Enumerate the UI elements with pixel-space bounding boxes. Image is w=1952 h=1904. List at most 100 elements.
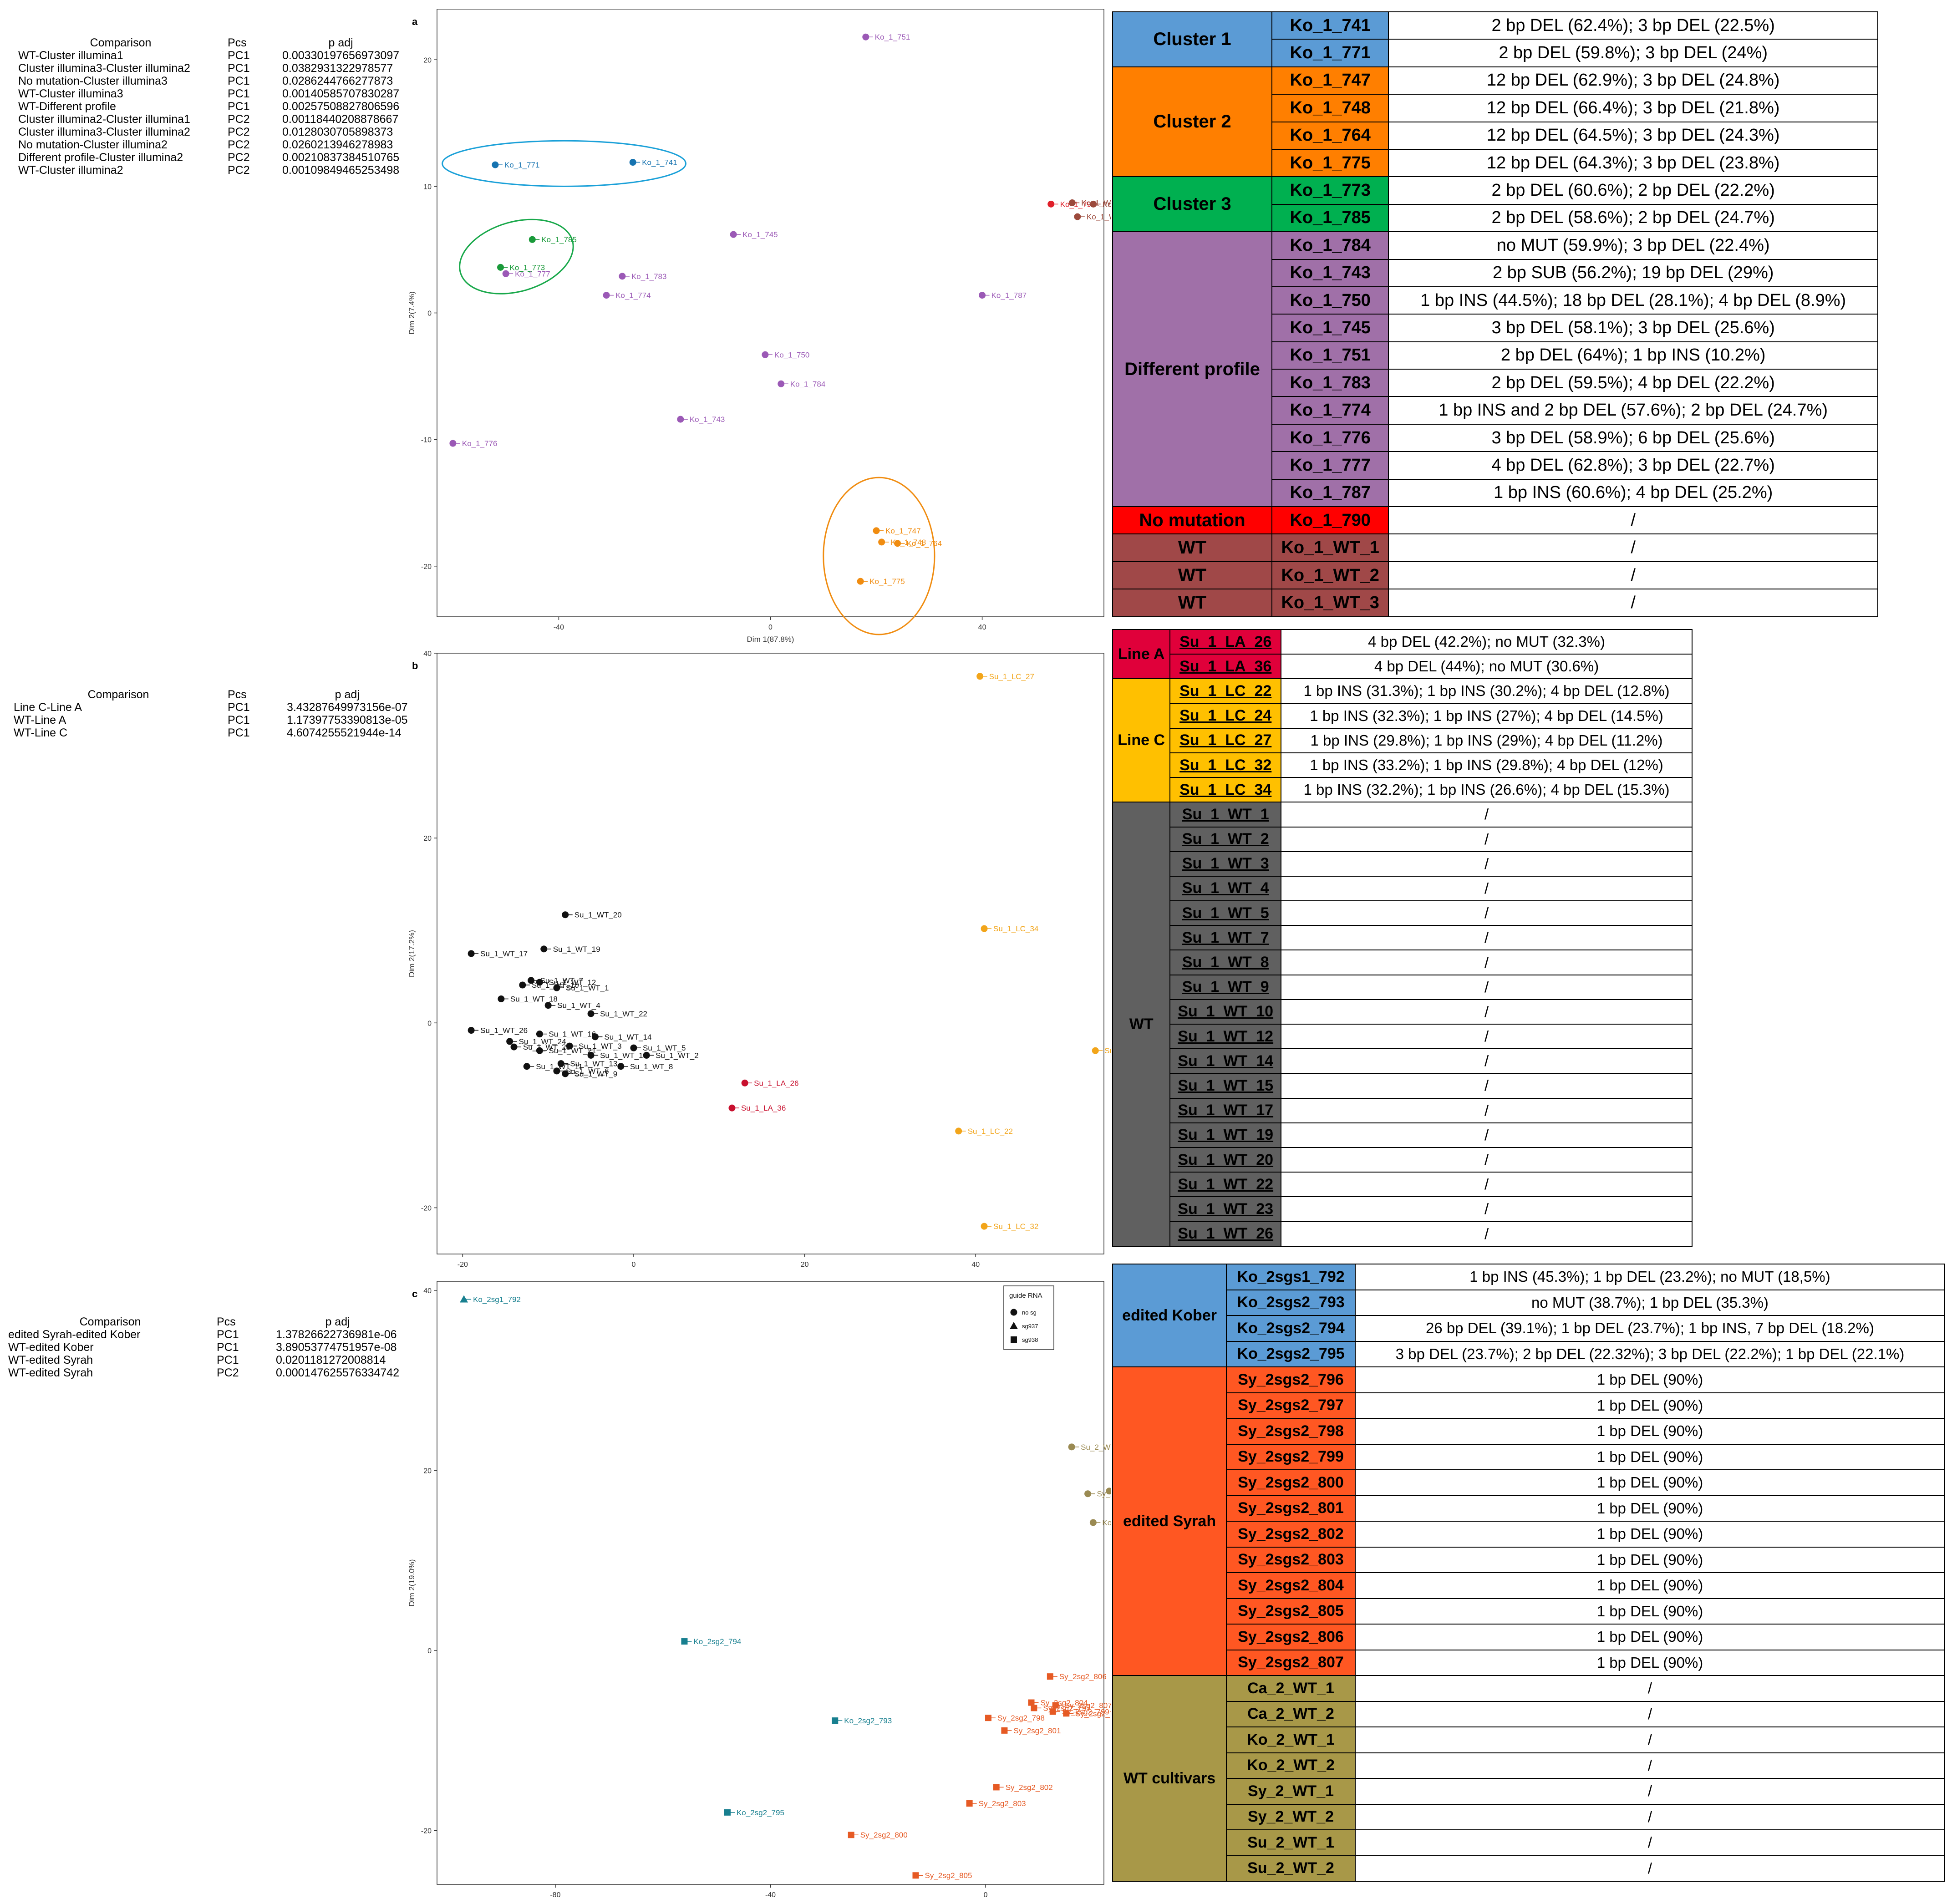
point-label: Su_1_WT_9 xyxy=(574,1070,618,1078)
sample-id: Su_1_WT_1 xyxy=(1169,802,1282,828)
x-tick-label: 0 xyxy=(632,1261,636,1269)
legend-label: sg938 xyxy=(1022,1336,1038,1343)
mutation-profile: 1 bp DEL (90%) xyxy=(1354,1649,1946,1676)
genotype-row: Ko_1_777 4 bp DEL (62.8%); 3 bp DEL (22.7… xyxy=(1113,451,1878,480)
stats-row: WT-Cluster illumina3 PC1 0.001405857078302… xyxy=(18,87,404,100)
genotype-table-c: edited Kober Ko_2sgs1_792 1 bp INS (45.3%)… xyxy=(1112,1264,1946,1882)
data-point xyxy=(1052,1702,1059,1709)
genotype-row: Su_1_WT_10/ xyxy=(1113,999,1693,1025)
point-label: Su_1_LC_22 xyxy=(968,1127,1013,1136)
point-label: Sy_2sg2_807 xyxy=(1065,1701,1111,1710)
legend-label: no sg xyxy=(1022,1309,1037,1316)
stats-row: WT-edited Kober PC1 3.89053774751957e-08 xyxy=(8,1341,404,1354)
sample-id: Ko_1_750 xyxy=(1271,286,1389,315)
mutation-profile: 3 bp DEL (58.9%); 6 bp DEL (25.6%) xyxy=(1388,423,1878,452)
stats-pcs: PC2 xyxy=(228,164,250,177)
group-label: Cluster 3 xyxy=(1112,176,1273,233)
cluster-ellipse xyxy=(459,218,574,294)
stats-comparison: WT-Cluster illumina3 xyxy=(18,87,123,100)
stats-padj: 0.0382931322978577 xyxy=(282,62,393,75)
genotype-row: Su_1_WT_15/ xyxy=(1113,1073,1693,1099)
stats-padj: 0.00257508827806596 xyxy=(282,100,400,113)
sample-id: Su_1_WT_19 xyxy=(1169,1122,1282,1148)
stats-row: WT-Cluster illumina2 PC2 0.001098494652534… xyxy=(18,164,404,177)
sample-id: Su_1_WT_3 xyxy=(1169,851,1282,877)
mutation-profile: 12 bp DEL (62.9%); 3 bp DEL (24.8%) xyxy=(1388,66,1878,95)
mutation-profile: no MUT (59.9%); 3 bp DEL (22.4%) xyxy=(1388,231,1878,260)
stats-padj: 0.000147625576334742 xyxy=(276,1366,400,1379)
mutation-profile: 2 bp DEL (60.6%); 2 bp DEL (22.2%) xyxy=(1388,176,1878,205)
sample-id: Ko_2_WT_2 xyxy=(1226,1752,1356,1779)
stats-comparison: edited Syrah-edited Kober xyxy=(8,1328,141,1341)
sample-id: Ko_2sgs2_794 xyxy=(1226,1315,1356,1342)
legend: guide RNA no sg sg937 sg938 xyxy=(1003,1285,1054,1350)
point-label: Ko_1_745 xyxy=(742,230,778,239)
mutation-profile: / xyxy=(1281,851,1693,877)
sample-id: Sy_2sgs2_799 xyxy=(1226,1443,1356,1470)
sample-id: Ko_1_WT_2 xyxy=(1271,561,1389,590)
data-point xyxy=(519,981,526,989)
data-point xyxy=(553,984,560,991)
point-label: Su_1_WT_7 xyxy=(540,976,584,985)
data-point xyxy=(1068,1443,1075,1451)
mutation-profile: 3 bp DEL (58.1%); 3 bp DEL (25.6%) xyxy=(1388,314,1878,342)
genotype-row: Sy_2sgs2_798 1 bp DEL (90%) xyxy=(1113,1418,1946,1445)
data-point xyxy=(741,1079,748,1087)
panel-letter: a xyxy=(412,16,418,27)
panel-letter: b xyxy=(412,660,418,671)
point-label: Ko_1_787 xyxy=(991,291,1027,300)
point-label: Ko_1_750 xyxy=(774,350,810,359)
y-axis-label: Dim 2(19.0%) xyxy=(407,1559,416,1607)
data-point xyxy=(894,540,901,547)
point-label: Su_1_WT_25 xyxy=(523,1043,570,1051)
genotype-row: Su_1_WT_20/ xyxy=(1113,1147,1693,1173)
mutation-profile: / xyxy=(1281,1147,1693,1173)
mutation-profile: / xyxy=(1388,506,1878,535)
stats-pcs: PC2 xyxy=(228,138,250,151)
stats-padj: 0.0286244766277873 xyxy=(282,75,393,87)
point-label: Su_1_WT_2 xyxy=(656,1051,699,1060)
mutation-profile: / xyxy=(1354,1752,1946,1779)
sample-id: Ko_1_743 xyxy=(1271,259,1389,287)
point-label: Su_2_WT_2 xyxy=(1081,1443,1111,1452)
stats-comparison: Cluster illumina3-Cluster illumina2 xyxy=(18,126,190,138)
genotype-row: Line C Su_1_LC_22 1 bp INS (31.3%); 1 bp I… xyxy=(1112,678,1693,803)
y-tick-label: 20 xyxy=(423,56,432,64)
stats-padj: 0.00109849465253498 xyxy=(282,164,400,177)
data-point xyxy=(848,1832,854,1838)
mutation-profile: 3 bp DEL (23.7%); 2 bp DEL (22.32%); 3 b… xyxy=(1354,1340,1946,1367)
mutation-profile: 1 bp INS (44.5%); 18 bp DEL (28.1%); 4 b… xyxy=(1388,286,1878,315)
sample-id: Sy_2sgs2_807 xyxy=(1226,1649,1356,1676)
cluster-ellipse xyxy=(442,140,686,187)
genotype-row: Ko_1_775 12 bp DEL (64.3%); 3 bp DEL (23.… xyxy=(1113,148,1878,178)
y-tick-label: -20 xyxy=(421,1204,432,1212)
legend-label: sg937 xyxy=(1022,1323,1038,1330)
sample-id: Su_1_LC_24 xyxy=(1169,703,1282,729)
genotype-row: Sy_2sgs2_803 1 bp DEL (90%) xyxy=(1113,1546,1946,1573)
data-point xyxy=(587,1010,595,1017)
stats-pcs: PC1 xyxy=(228,100,250,113)
stats-comparison: WT-edited Kober xyxy=(8,1341,94,1354)
data-point xyxy=(492,161,499,168)
y-axis-label: Dim 2(17.2%) xyxy=(407,930,416,977)
stats-pcs: PC1 xyxy=(228,49,250,62)
genotype-row: Ko_2sgs2_795 3 bp DEL (23.7%); 2 bp DEL (… xyxy=(1113,1340,1946,1367)
sample-id: Ko_1_748 xyxy=(1271,94,1389,122)
sample-id: Sy_2sgs2_802 xyxy=(1226,1521,1356,1548)
stats-comparison: WT-Different profile xyxy=(18,100,116,113)
group-label: Different profile xyxy=(1112,231,1273,508)
point-label: Sy_2sg2_799 xyxy=(1062,1707,1109,1716)
point-label: Ko_1_WT_1 xyxy=(1087,213,1111,221)
data-point xyxy=(529,236,536,243)
sample-id: Su_1_WT_4 xyxy=(1169,875,1282,902)
stats-comparison: Different profile-Cluster illumina2 xyxy=(18,151,183,164)
point-label: Su_1_WT_3 xyxy=(579,1042,622,1051)
data-point xyxy=(778,380,785,387)
stats-row: Cluster illumina2-Cluster illumina1 PC2 0.… xyxy=(18,113,404,126)
point-label: Ko_1_747 xyxy=(885,527,921,535)
stats-table-c: Comparison Pcs p adj edited Syrah-edited… xyxy=(8,1315,404,1379)
sample-id: Su_1_LA_26 xyxy=(1169,629,1282,655)
data-point xyxy=(976,673,984,680)
genotype-row: Su_2_WT_1/ xyxy=(1113,1829,1946,1856)
